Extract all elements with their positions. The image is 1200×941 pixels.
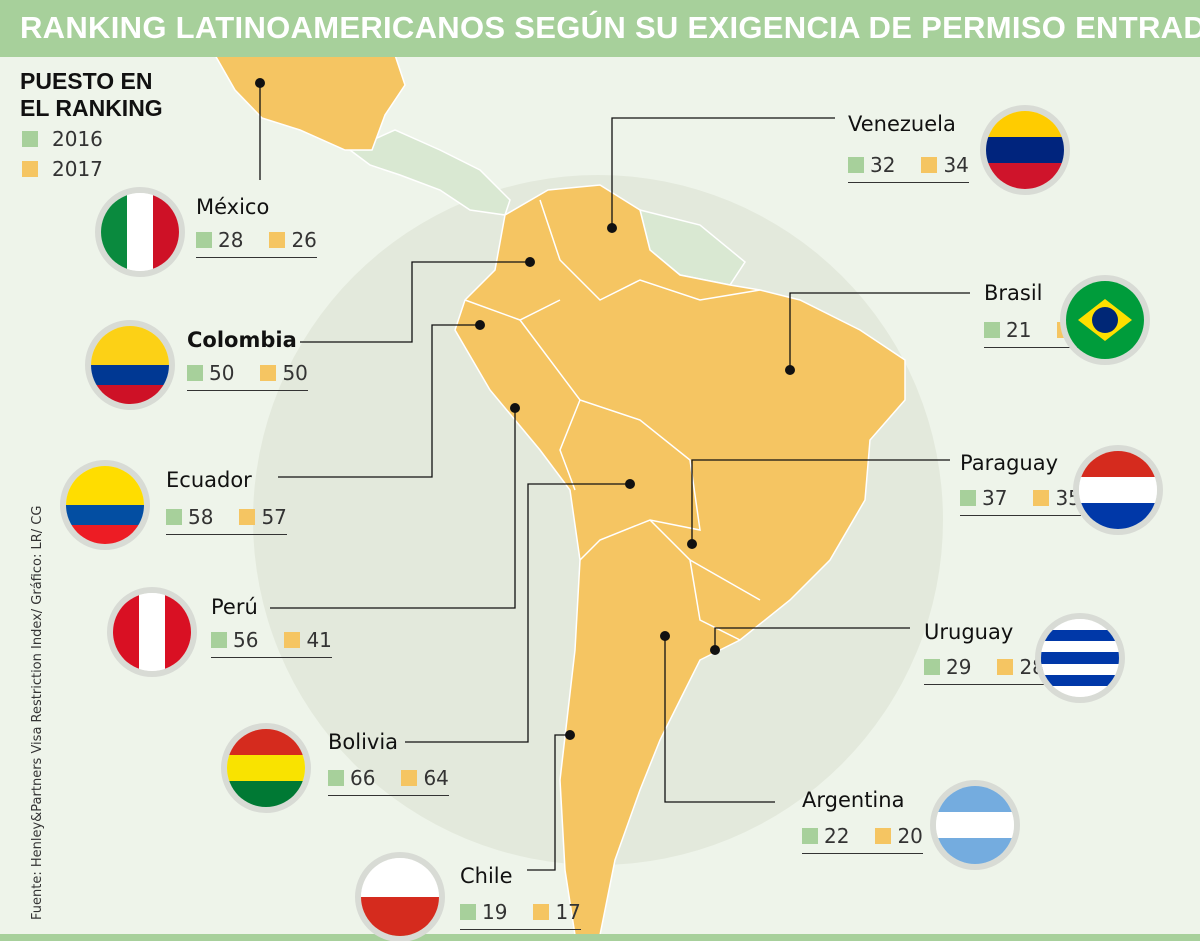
ranking-values-venezuela: 32 34 — [848, 153, 969, 183]
legend-item-2016: 2016 — [22, 127, 103, 151]
flag-paraguay-icon — [1073, 445, 1163, 535]
ranking-values-chile: 19 17 — [460, 900, 581, 930]
flag-bolivia-icon — [221, 723, 311, 813]
rank-2016: 56 — [233, 628, 259, 652]
rank-2016: 58 — [188, 505, 214, 529]
legend-item-2017: 2017 — [22, 157, 103, 181]
legend-title: PUESTO EN EL RANKING — [20, 68, 163, 122]
rank-2016: 28 — [218, 228, 244, 252]
swatch-2016 — [848, 157, 864, 173]
swatch-2016 — [166, 509, 182, 525]
flag-ecuador-icon — [60, 460, 150, 550]
rank-2017: 57 — [261, 505, 287, 529]
country-name-ecuador: Ecuador — [166, 468, 252, 492]
flag-mexico-icon — [95, 187, 185, 277]
rank-2016: 21 — [1006, 318, 1032, 342]
flag-venezuela-icon — [980, 105, 1070, 195]
rank-2016: 32 — [870, 153, 896, 177]
rank-2017: 64 — [423, 766, 449, 790]
country-name-peru: Perú — [211, 595, 258, 619]
legend-title-line1: PUESTO EN — [20, 68, 153, 94]
swatch-2016 — [196, 232, 212, 248]
rank-2017: 26 — [291, 228, 317, 252]
swatch-2016 — [802, 828, 818, 844]
rank-2017: 20 — [897, 824, 923, 848]
country-name-venezuela: Venezuela — [848, 112, 956, 136]
source-note: Fuente: Henley&Partners Visa Restriction… — [30, 505, 45, 920]
ranking-values-peru: 56 41 — [211, 628, 332, 658]
ranking-values-bolivia: 66 64 — [328, 766, 449, 796]
legend-label: 2017 — [52, 157, 103, 181]
title-bar — [0, 0, 1200, 57]
flag-peru-icon — [107, 587, 197, 677]
flag-argentina-icon — [930, 780, 1020, 870]
swatch-2016 — [460, 904, 476, 920]
swatch-2016 — [924, 659, 940, 675]
flag-brasil-icon — [1060, 275, 1150, 365]
rank-2017: 17 — [555, 900, 581, 924]
swatch-2016 — [984, 322, 1000, 338]
rank-2016: 50 — [209, 361, 235, 385]
ranking-values-colombia: 50 50 — [187, 361, 308, 391]
ranking-values-paraguay: 37 35 — [960, 486, 1081, 516]
swatch-2016 — [960, 490, 976, 506]
borders — [464, 199, 761, 641]
location-dots — [255, 78, 795, 740]
swatch-2017 — [875, 828, 892, 844]
swatch-2017 — [401, 770, 418, 786]
country-name-colombia: Colombia — [187, 328, 297, 352]
rank-2016: 22 — [824, 824, 850, 848]
rank-2016: 29 — [946, 655, 972, 679]
flag-uruguay-icon — [1035, 613, 1125, 703]
country-name-uruguay: Uruguay — [924, 620, 1014, 644]
rank-2017: 41 — [306, 628, 332, 652]
flag-chile-icon — [355, 852, 445, 941]
rank-2017: 50 — [282, 361, 308, 385]
swatch-2017 — [533, 904, 550, 920]
swatch-2017 — [997, 659, 1014, 675]
swatch-2017 — [269, 232, 286, 248]
country-name-brasil: Brasil — [984, 281, 1043, 305]
legend-swatch — [22, 131, 38, 147]
ranking-values-uruguay: 29 28 — [924, 655, 1045, 685]
page-title: RANKING LATINOAMERICANOS SEGÚN SU EXIGEN… — [20, 10, 1200, 45]
swatch-2017 — [260, 365, 277, 381]
swatch-2017 — [1033, 490, 1050, 506]
swatch-2016 — [211, 632, 227, 648]
swatch-2017 — [239, 509, 256, 525]
ranking-values-ecuador: 58 57 — [166, 505, 287, 535]
ranking-values-argentina: 22 20 — [802, 824, 923, 854]
country-name-bolivia: Bolivia — [328, 730, 399, 754]
country-name-paraguay: Paraguay — [960, 451, 1059, 475]
rank-2016: 37 — [982, 486, 1008, 510]
country-name-argentina: Argentina — [802, 788, 905, 812]
ranking-values-mexico: 28 26 — [196, 228, 317, 258]
bottom-bar — [0, 934, 1200, 941]
leader-lines — [259, 83, 970, 871]
rank-2016: 19 — [482, 900, 508, 924]
country-name-chile: Chile — [460, 864, 513, 888]
swatch-2017 — [921, 157, 938, 173]
swatch-2016 — [187, 365, 203, 381]
swatch-2017 — [284, 632, 301, 648]
country-name-mexico: México — [196, 195, 270, 219]
mexico-shape — [213, 54, 406, 151]
legend-title-line2: EL RANKING — [20, 95, 163, 121]
rank-2016: 66 — [350, 766, 376, 790]
legend-swatch — [22, 161, 38, 177]
legend-label: 2016 — [52, 127, 103, 151]
swatch-2016 — [328, 770, 344, 786]
flag-colombia-icon — [85, 320, 175, 410]
rank-2017: 34 — [943, 153, 969, 177]
